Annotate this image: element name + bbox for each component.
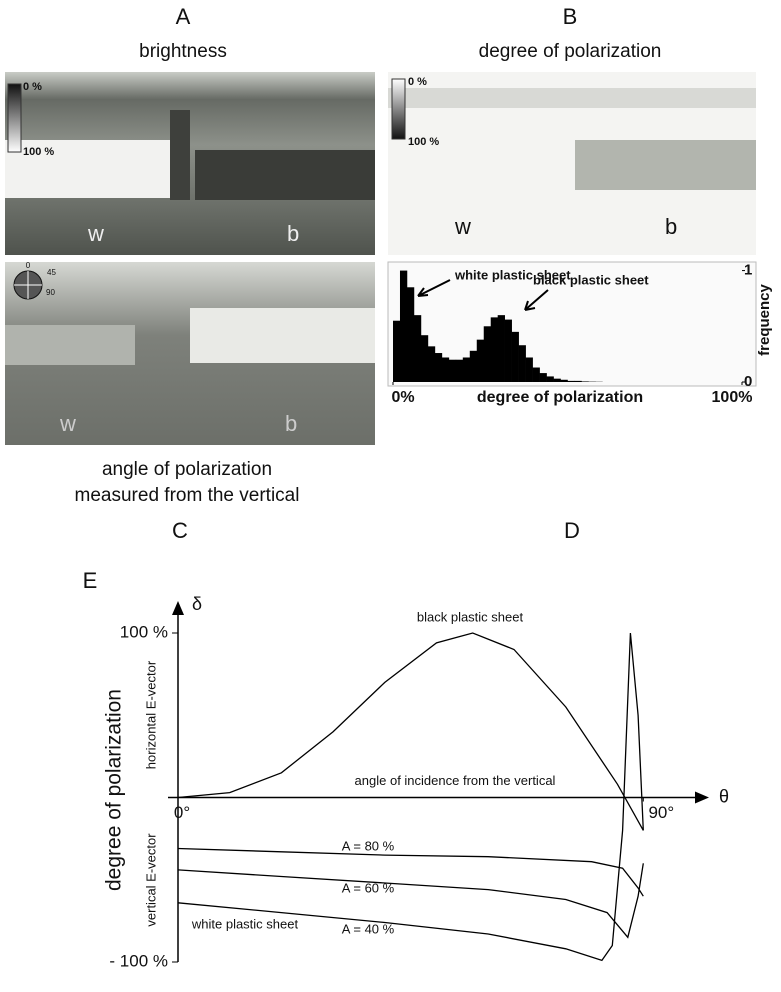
bar (554, 379, 561, 382)
bar (505, 320, 512, 382)
series-label: A = 60 % (342, 880, 395, 895)
scale-label: 100 % (23, 146, 54, 158)
panel-title: angle of polarization (102, 459, 272, 480)
bar (449, 360, 456, 382)
annotation: white plastic sheet (191, 916, 299, 931)
photo-label: w (59, 411, 76, 436)
region-label: vertical E-vector (143, 833, 158, 927)
bar (414, 315, 421, 382)
bar (498, 315, 505, 382)
region-label: horizontal E-vector (143, 660, 158, 769)
curve (178, 633, 643, 830)
curve (178, 849, 643, 897)
x-tick-label: 100% (712, 389, 753, 406)
y-tick-label: 100 % (120, 622, 168, 641)
panel-title: measured from the vertical (75, 485, 300, 506)
bar (491, 317, 498, 382)
bar (547, 376, 554, 382)
series-label: black plastic sheet (417, 609, 524, 624)
axis-symbol: θ (719, 786, 729, 806)
bar (540, 373, 547, 382)
photo-label: b (285, 411, 297, 436)
dial-label: 45 (47, 268, 56, 277)
panel-letter: E (83, 568, 98, 593)
photo-label: w (454, 214, 471, 239)
arrow-head (695, 792, 709, 804)
panel-title: brightness (139, 41, 227, 62)
bar (407, 287, 414, 382)
bar (442, 357, 449, 382)
photo-polarization (388, 72, 756, 255)
bar (400, 271, 407, 382)
bar (533, 368, 540, 382)
scale-label: 0 % (408, 76, 427, 88)
panel-letter: A (176, 4, 191, 29)
bar (484, 326, 491, 382)
series-label: A = 80 % (342, 838, 395, 853)
x-tick-label: 90° (648, 803, 674, 822)
bar (574, 381, 581, 382)
y-axis-label: frequency (756, 284, 773, 356)
annotation: black plastic sheet (533, 272, 649, 287)
bar (512, 332, 519, 382)
photo-brightness (5, 72, 375, 255)
x-tick-label: 0° (174, 803, 190, 822)
bar (581, 381, 588, 382)
photo-label: b (665, 214, 677, 239)
bar (568, 381, 575, 382)
bar (519, 345, 526, 382)
dial-label: 0 (26, 261, 31, 270)
bar (470, 351, 477, 382)
y-tick-label: 1 (744, 262, 752, 279)
scale-label: 100 % (408, 136, 439, 148)
dial-label: 90 (46, 288, 55, 297)
panel-letter: C (172, 518, 188, 543)
x-axis-label: angle of incidence from the vertical (355, 773, 556, 788)
panel-letter: B (563, 4, 578, 29)
bar (421, 335, 428, 382)
scale-label: 0 % (23, 81, 42, 93)
photo-label: b (287, 221, 299, 246)
bar (456, 360, 463, 382)
x-axis-label: degree of polarization (477, 389, 643, 406)
bar (561, 380, 568, 382)
bar (393, 321, 400, 382)
photo-label: w (87, 221, 104, 246)
bar (463, 357, 470, 382)
axis-symbol: δ (192, 594, 202, 614)
panel-letter: D (564, 518, 580, 543)
x-tick-label: 0% (391, 389, 414, 406)
y-tick-label: - 100 % (109, 951, 168, 970)
panel-title: degree of polarization (479, 41, 662, 62)
arrow-head (172, 601, 184, 615)
bar (477, 340, 484, 382)
bar (526, 357, 533, 382)
bar (435, 353, 442, 382)
bar (428, 346, 435, 382)
y-tick-label: 0 (744, 373, 752, 390)
series-label: A = 40 % (342, 921, 395, 936)
y-axis-label: degree of polarization (103, 689, 126, 891)
curve (178, 633, 643, 960)
